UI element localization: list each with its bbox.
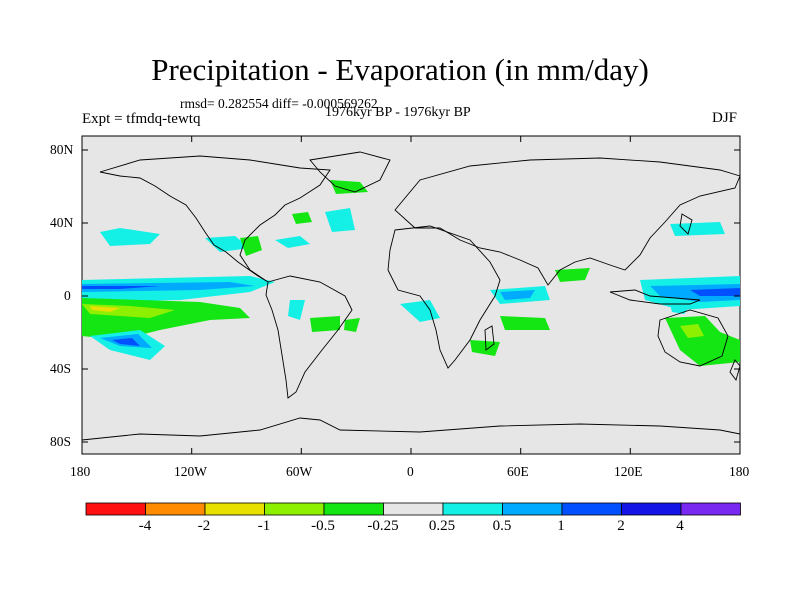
coast-eurasia: [394, 157, 741, 286]
experiment-label: Expt = tfmdq-tewtq: [82, 111, 201, 127]
shade-wpac-cyan2: [670, 222, 725, 236]
coast-new-zealand: [729, 359, 741, 381]
colorbar-label: -0.5: [311, 518, 335, 534]
lon-tick-label: 0: [407, 464, 414, 479]
lon-tick-label: 120W: [174, 464, 207, 479]
colorbar-label: -2: [197, 518, 211, 534]
lat-tick-label: 0: [64, 288, 71, 303]
coast-japan: [679, 213, 693, 235]
colorbar-box: [442, 502, 503, 516]
coast-south-america: [265, 275, 353, 399]
anomaly-shading: [82, 180, 740, 366]
axis-ticks: [81, 136, 741, 454]
shade-tatl-green: [310, 316, 340, 332]
coast-indonesia: [609, 289, 701, 305]
lon-tick-label: 180: [70, 464, 91, 479]
lon-tick-label: 180: [729, 464, 750, 479]
coast-north-america: [99, 155, 331, 283]
colorbar-label: 0.5: [492, 518, 512, 534]
shade-natl-cyan2: [325, 208, 355, 232]
period-label: 1976kyr BP - 1976kyr BP: [325, 105, 471, 120]
colorbar-box: [621, 502, 682, 516]
colorbar-box: [145, 502, 206, 516]
lat-tick-label: 80N: [50, 142, 74, 157]
colorbar-label: -1: [257, 518, 271, 534]
coast-africa: [387, 225, 501, 369]
colorbar-label: 1: [557, 518, 565, 534]
coast-greenland: [309, 151, 391, 193]
shade-itcz-blue: [82, 282, 255, 292]
colorbar-box: [383, 502, 444, 516]
colorbar: [85, 502, 741, 516]
season-label: DJF: [712, 110, 738, 126]
colorbar-box: [264, 502, 325, 516]
colorbar-label: 4: [676, 518, 684, 534]
shade-africa-cyan: [400, 300, 440, 322]
shade-tatl-cyan: [288, 300, 305, 320]
colorbar-box: [680, 502, 741, 516]
lat-tick-label: 80S: [50, 434, 72, 449]
colorbar-label: 0.25: [428, 518, 456, 534]
shade-natl-cyan: [275, 236, 310, 248]
colorbar-box: [323, 502, 384, 516]
shade-npac-cyan: [100, 228, 160, 246]
shade-satl-green: [344, 318, 360, 332]
coast-antarctica: [81, 417, 741, 441]
shade-natl-green: [240, 236, 262, 256]
lon-tick-label: 60E: [507, 464, 529, 479]
colorbar-box: [561, 502, 622, 516]
shade-io-blue: [500, 290, 535, 300]
lat-tick-label: 40N: [50, 215, 74, 230]
colorbar-box: [204, 502, 265, 516]
shade-io-green2: [470, 340, 500, 356]
lon-tick-label: 120E: [614, 464, 643, 479]
shade-io-green: [500, 316, 550, 330]
shade-sepac-yellow2: [90, 306, 120, 312]
coast-madagascar: [484, 325, 495, 351]
shade-natl-green3: [292, 212, 312, 224]
colorbar-box: [502, 502, 563, 516]
shade-itcz-dark: [82, 286, 160, 289]
coastlines: [81, 151, 741, 441]
shade-wpac-dark: [690, 288, 740, 296]
lat-tick-label: 40S: [50, 361, 72, 376]
shade-npac-cyan2: [205, 236, 250, 252]
colorbar-label: 2: [617, 518, 625, 534]
lon-tick-label: 60W: [286, 464, 313, 479]
stats-line: rmsd= 0.282554 diff= -0.000569262: [180, 96, 378, 111]
colorbar-label: -4: [138, 518, 152, 534]
colorbar-box: [85, 502, 146, 516]
coast-australia: [657, 309, 729, 367]
shade-io-green3: [555, 268, 590, 282]
colorbar-label: -0.25: [367, 518, 399, 534]
shade-sepac-blue3: [112, 338, 140, 346]
shade-aus-yellow: [680, 324, 704, 338]
figure-title: Precipitation - Evaporation (in mm/day): [151, 52, 649, 87]
